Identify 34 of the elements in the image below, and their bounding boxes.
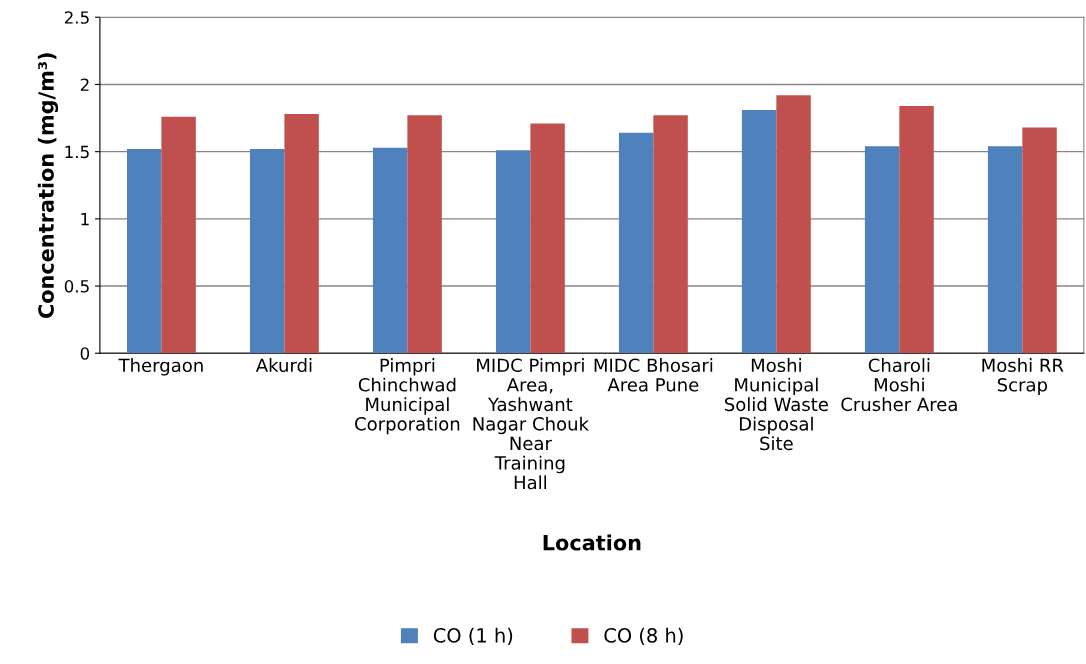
bar	[864, 146, 900, 354]
legend-label: CO (1 h)	[433, 627, 513, 646]
bar	[987, 146, 1023, 354]
y-tick-label: 1.5	[65, 145, 89, 159]
x-axis-title: Location	[543, 534, 641, 551]
bar	[161, 116, 196, 354]
bar	[407, 115, 442, 354]
x-tick-label: Moshi Municipal Solid Waste Disposal Site	[724, 358, 828, 451]
x-tick-label: Akurdi	[255, 358, 312, 373]
bar	[284, 114, 319, 354]
x-tick-label: Moshi RR Scrap	[982, 358, 1064, 396]
bar	[249, 148, 285, 354]
legend-label: CO (8 h)	[604, 627, 683, 646]
bar	[372, 147, 408, 354]
bar	[530, 123, 565, 354]
y-tick-label: 1	[81, 213, 89, 226]
bar	[776, 95, 811, 354]
x-tick-label: Thergaon	[118, 358, 203, 376]
bar	[618, 132, 654, 354]
y-tick-label: 0	[80, 347, 90, 360]
y-tick-label: 0.5	[64, 280, 89, 293]
bar	[741, 110, 777, 354]
x-tick-label: MIDC Bhosari Area Pune	[594, 358, 713, 392]
x-tick-label: Pimpri Chinchwad Municipal Corporation	[355, 358, 460, 435]
bar	[899, 105, 934, 354]
bar	[495, 150, 531, 354]
y-tick-label: 2.5	[64, 11, 89, 24]
bar	[653, 115, 688, 354]
x-tick-label: MIDC Pimpri Area, Yashwant Nagar Chouk Near Training Hall	[473, 358, 589, 490]
bar	[126, 148, 162, 354]
x-tick-label: Charoli Moshi Crusher Area	[841, 358, 957, 412]
bar	[1022, 127, 1057, 354]
y-axis-title: Concentration (mg/m³)	[37, 53, 59, 319]
y-tick-label: 2	[80, 78, 89, 91]
